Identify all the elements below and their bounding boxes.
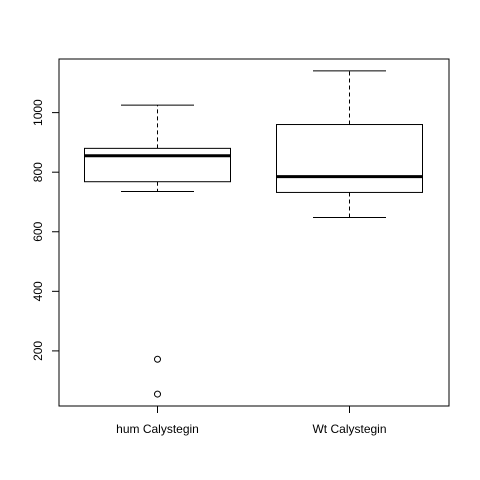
iqr-box [276, 124, 423, 193]
y-tick-label: 600 [31, 221, 45, 241]
y-tick-label: 1000 [31, 99, 45, 126]
y-tick-label: 400 [31, 281, 45, 301]
outlier-point [154, 355, 161, 363]
box-group-1 [84, 104, 231, 398]
y-tick-label: 200 [31, 341, 45, 361]
y-tick-label: 800 [31, 162, 45, 182]
x-tick-label: Wt Calystegin [312, 422, 386, 436]
x-tick-label: hum Calystegin [116, 422, 199, 436]
plot-frame [58, 58, 450, 407]
box-group-2 [276, 70, 423, 218]
iqr-box [84, 147, 231, 183]
outlier-point [154, 390, 161, 398]
